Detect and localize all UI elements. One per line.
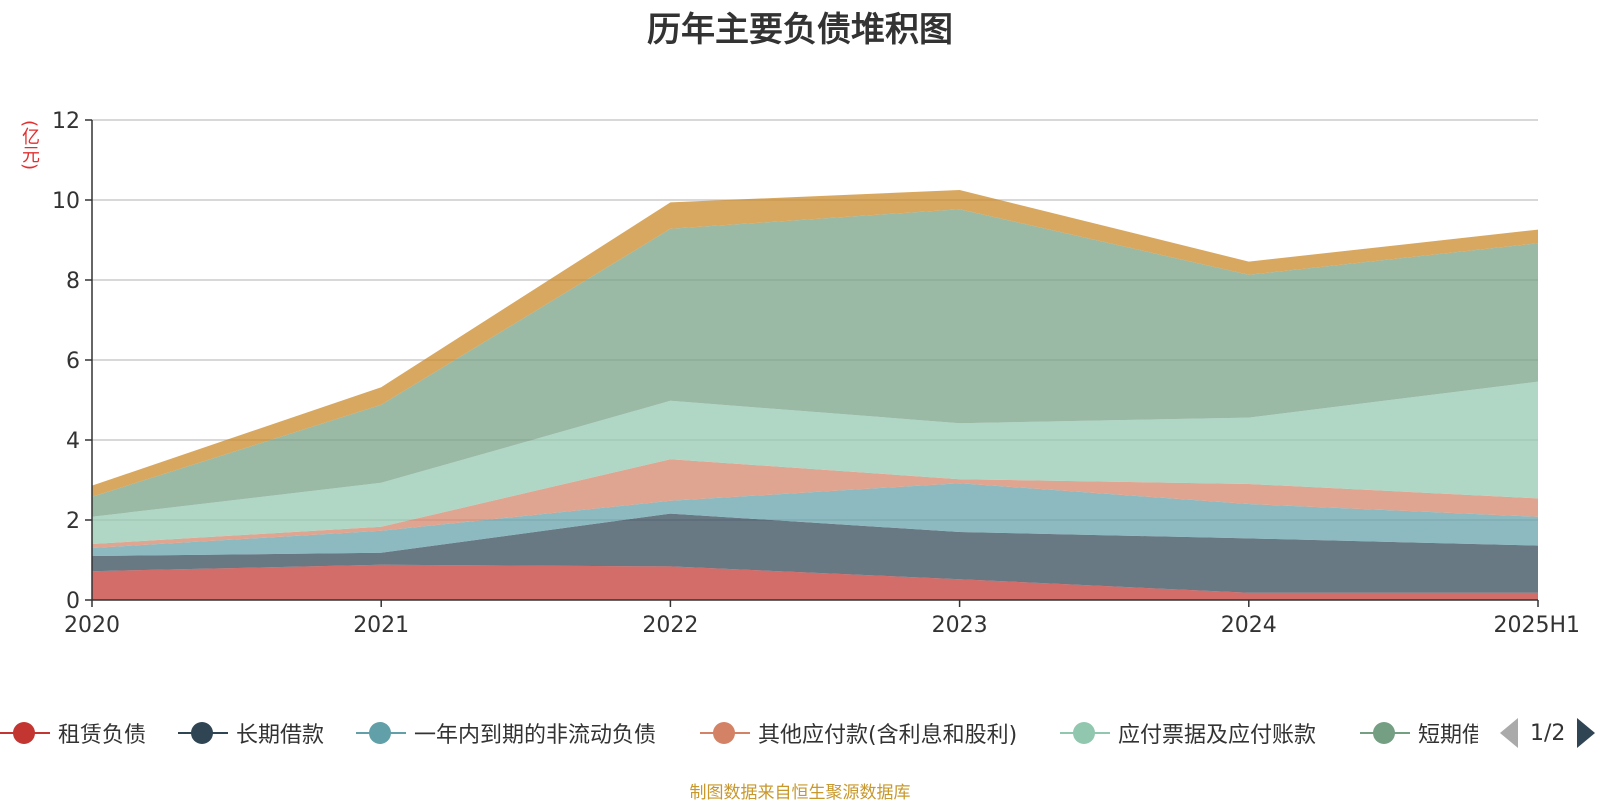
x-tick-label: 2025H1 — [1493, 613, 1580, 638]
legend-item[interactable]: 应付票据及应付账款 — [1060, 716, 1316, 750]
legend-item[interactable]: 长期借款 — [178, 716, 324, 750]
legend-next-page-icon[interactable] — [1577, 718, 1596, 748]
legend-marker-icon — [1360, 722, 1412, 744]
legend-item[interactable]: 一年内到期的非流动负债 — [356, 716, 656, 750]
area-series-5[interactable] — [92, 381, 1538, 544]
y-tick-label: 10 — [52, 189, 80, 214]
area-series-2[interactable] — [92, 513, 1538, 593]
data-source-note: 制图数据来自恒生聚源数据库 — [689, 783, 911, 803]
legend-marker-icon — [700, 722, 752, 744]
legend: 租赁负债 长期借款 一年内到期的非流动负债 其他应付款(含利息和股利) 应付票据及应付账… — [0, 716, 1600, 750]
area-series — [92, 190, 1538, 600]
area-series-6[interactable] — [92, 209, 1538, 517]
legend-marker-icon — [1060, 722, 1112, 744]
chart-title: 历年主要负债堆积图 — [647, 10, 953, 50]
legend-label: 应付票据及应付账款 — [1118, 723, 1317, 748]
x-tick-label: 2020 — [64, 613, 120, 638]
y-tick-label: 0 — [66, 589, 80, 614]
area-series-1[interactable] — [92, 564, 1538, 600]
legend-item[interactable]: 租赁负债 — [0, 716, 146, 750]
y-tick-label: 6 — [66, 349, 80, 374]
x-tick-label: 2022 — [642, 613, 698, 638]
legend-marker-icon — [356, 722, 408, 744]
legend-items: 租赁负债 长期借款 一年内到期的非流动负债 其他应付款(含利息和股利) 应付票据及应付账… — [0, 716, 1478, 750]
axes: 0 2 4 6 8 10 12 2020 2021 2022 2023 2024 2025H1 — [52, 109, 1580, 638]
area-series-3[interactable] — [92, 483, 1538, 556]
legend-label: 其他应付款(含利息和股利) — [758, 723, 1018, 748]
stacked-area-chart: 0 2 4 6 8 10 12 2020 2021 2022 2023 2024 2025H1 — [52, 109, 1580, 638]
legend-page-indicator: 1/2 — [1530, 720, 1566, 746]
y-tick-label: 4 — [66, 429, 80, 454]
legend-label: 短期借款 — [1418, 723, 1478, 748]
legend-prev-page-icon[interactable] — [1500, 718, 1518, 748]
y-axis-unit-label: (亿元) — [19, 120, 40, 171]
legend-label: 长期借款 — [236, 723, 325, 748]
area-series-4[interactable] — [92, 459, 1538, 548]
legend-marker-icon — [0, 722, 52, 744]
x-tick-label: 2024 — [1221, 613, 1277, 638]
legend-item[interactable]: 其他应付款(含利息和股利) — [700, 716, 1017, 750]
y-tick-label: 8 — [66, 269, 80, 294]
legend-label: 租赁负债 — [58, 723, 147, 748]
x-tick-label: 2021 — [353, 613, 409, 638]
legend-pager: 1/2 — [1500, 716, 1596, 750]
legend-marker-icon — [178, 722, 230, 744]
y-tick-label: 12 — [52, 109, 80, 134]
y-tick-label: 2 — [66, 509, 80, 534]
x-tick-label: 2023 — [932, 613, 988, 638]
legend-label: 一年内到期的非流动负债 — [414, 723, 657, 748]
legend-item[interactable]: 短期借款 — [1360, 716, 1478, 750]
